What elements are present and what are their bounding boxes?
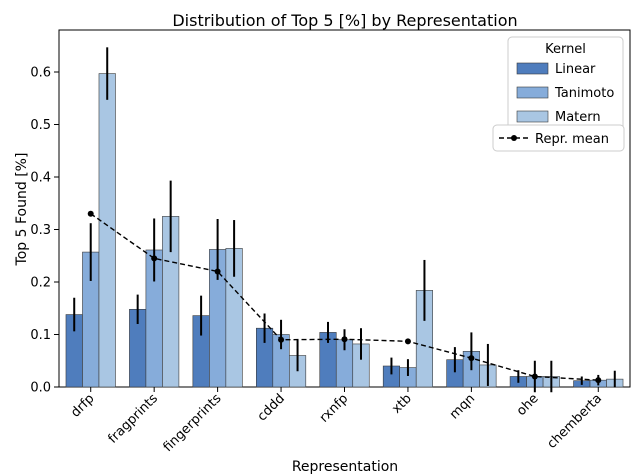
- chart-title: Distribution of Top 5 [%] by Representat…: [172, 11, 517, 30]
- bar-matern: [98, 73, 116, 388]
- mean-point: [468, 355, 475, 362]
- y-tick-label: 0.0: [30, 381, 51, 396]
- x-tick-label: xtb: [389, 391, 414, 416]
- legend-title: Kernel: [545, 42, 586, 57]
- mean-point: [151, 255, 158, 262]
- x-axis-label: Representation: [292, 459, 398, 475]
- mean-point: [87, 210, 94, 217]
- mean-legend-box: [492, 124, 625, 152]
- legend-swatch-linear: [516, 62, 549, 75]
- x-tick-label: cddd: [255, 391, 288, 424]
- y-tick-label: 0.6: [30, 66, 51, 81]
- x-tick-label: rxnfp: [317, 391, 351, 425]
- x-tick-label: fragprints: [106, 391, 162, 447]
- x-tick-label: ohe: [514, 391, 542, 419]
- mean-point: [341, 336, 348, 343]
- mean-legend-label: Repr. mean: [535, 132, 609, 147]
- legend-label-matern: Matern: [555, 110, 601, 125]
- mean-point: [214, 268, 221, 275]
- y-tick-label: 0.2: [30, 276, 51, 291]
- x-tick-label: mqn: [447, 391, 478, 422]
- y-tick-label: 0.3: [30, 223, 51, 238]
- y-tick-label: 0.1: [30, 328, 51, 343]
- mean-point: [278, 336, 285, 343]
- mean-point: [531, 373, 538, 380]
- legend: Kernel Linear Tanimoto Matern Repr. mean: [492, 36, 625, 152]
- y-tick-label: 0.4: [30, 171, 51, 186]
- legend-swatch-matern: [516, 110, 549, 123]
- mean-point: [595, 377, 602, 384]
- y-tick-label: 0.5: [30, 118, 51, 133]
- x-tick-label: fingerprints: [161, 391, 225, 455]
- mean-legend-marker: [511, 135, 517, 141]
- mean-point: [404, 338, 411, 345]
- x-tick-label: chemberta: [544, 391, 605, 452]
- legend-label-linear: Linear: [555, 62, 596, 77]
- x-tick-label: drfp: [68, 391, 97, 420]
- y-axis-label: Top 5 Found [%]: [14, 153, 30, 267]
- legend-swatch-tanimoto: [516, 86, 549, 99]
- legend-label-tanimoto: Tanimoto: [554, 86, 614, 101]
